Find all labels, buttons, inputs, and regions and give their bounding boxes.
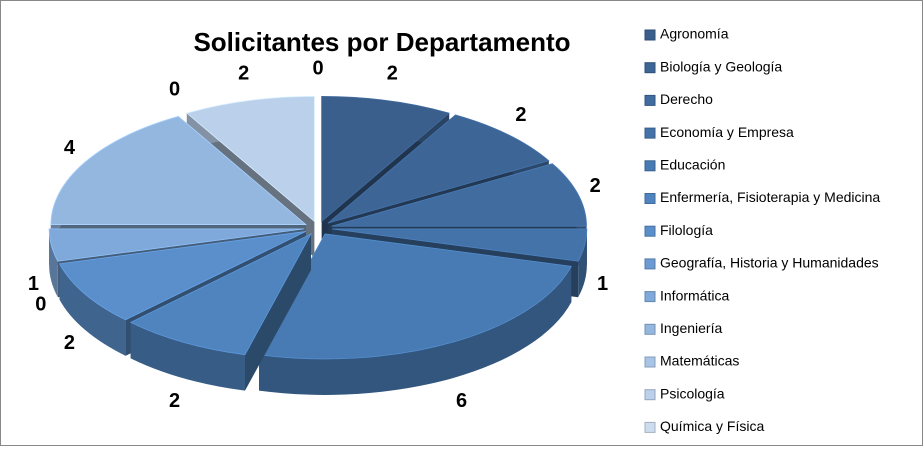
legend-swatch <box>644 389 656 401</box>
slice <box>48 228 305 262</box>
slice-side <box>259 266 572 395</box>
data-label: 2 <box>238 63 249 85</box>
slice <box>331 163 587 227</box>
legend-swatch <box>644 421 656 433</box>
data-label: 2 <box>169 390 180 412</box>
legend-label: Derecho <box>660 91 713 107</box>
legend-swatch <box>644 94 656 106</box>
data-label: 2 <box>64 332 75 354</box>
legend-swatch <box>644 193 656 204</box>
data-label: 1 <box>597 273 608 295</box>
data-label: 2 <box>387 63 398 85</box>
slice <box>331 228 588 262</box>
legend-label: Enfermería, Fisioterapia y Medicina <box>660 189 880 205</box>
legend-label: Psicología <box>660 385 725 401</box>
slice <box>129 233 312 356</box>
legend-label: Economía y Empresa <box>660 124 794 140</box>
legend-label: Filología <box>660 222 713 238</box>
legend-label: Química y Física <box>660 418 764 434</box>
data-label: 0 <box>169 79 180 101</box>
slice-side <box>59 263 126 356</box>
legend-label: Agronomía <box>660 26 729 42</box>
legend-swatch <box>644 62 656 74</box>
data-label: 0 <box>312 57 323 79</box>
legend-label: Matemáticas <box>660 353 739 369</box>
data-label: 2 <box>590 175 601 197</box>
legend-swatch <box>644 323 656 335</box>
data-label: 0 <box>35 293 46 315</box>
slice <box>258 233 572 360</box>
slice <box>327 114 550 224</box>
data-label: 2 <box>515 104 526 126</box>
legend-swatch <box>644 356 656 368</box>
legend-label: Informática <box>660 287 729 303</box>
data-label: 4 <box>64 137 76 159</box>
legend-label: Geografía, Historia y Humanidades <box>660 255 879 271</box>
slice-side <box>130 322 246 391</box>
data-label: 6 <box>456 390 467 412</box>
legend-swatch <box>644 291 656 303</box>
legend-swatch <box>644 160 656 172</box>
legend-swatch <box>644 127 656 139</box>
legend-swatch <box>644 29 656 41</box>
slice <box>321 95 450 223</box>
legend-swatch <box>644 225 656 237</box>
legend-label: Educación <box>660 157 725 173</box>
chart-title: Solicitantes por Departamento <box>193 27 570 57</box>
slice <box>50 115 307 225</box>
data-label: 1 <box>28 273 39 295</box>
legend-label: Biología y Geología <box>660 58 782 74</box>
slice <box>186 95 315 223</box>
legend-swatch <box>644 258 656 270</box>
legend-label: Ingeniería <box>660 320 722 336</box>
slice <box>58 231 307 321</box>
